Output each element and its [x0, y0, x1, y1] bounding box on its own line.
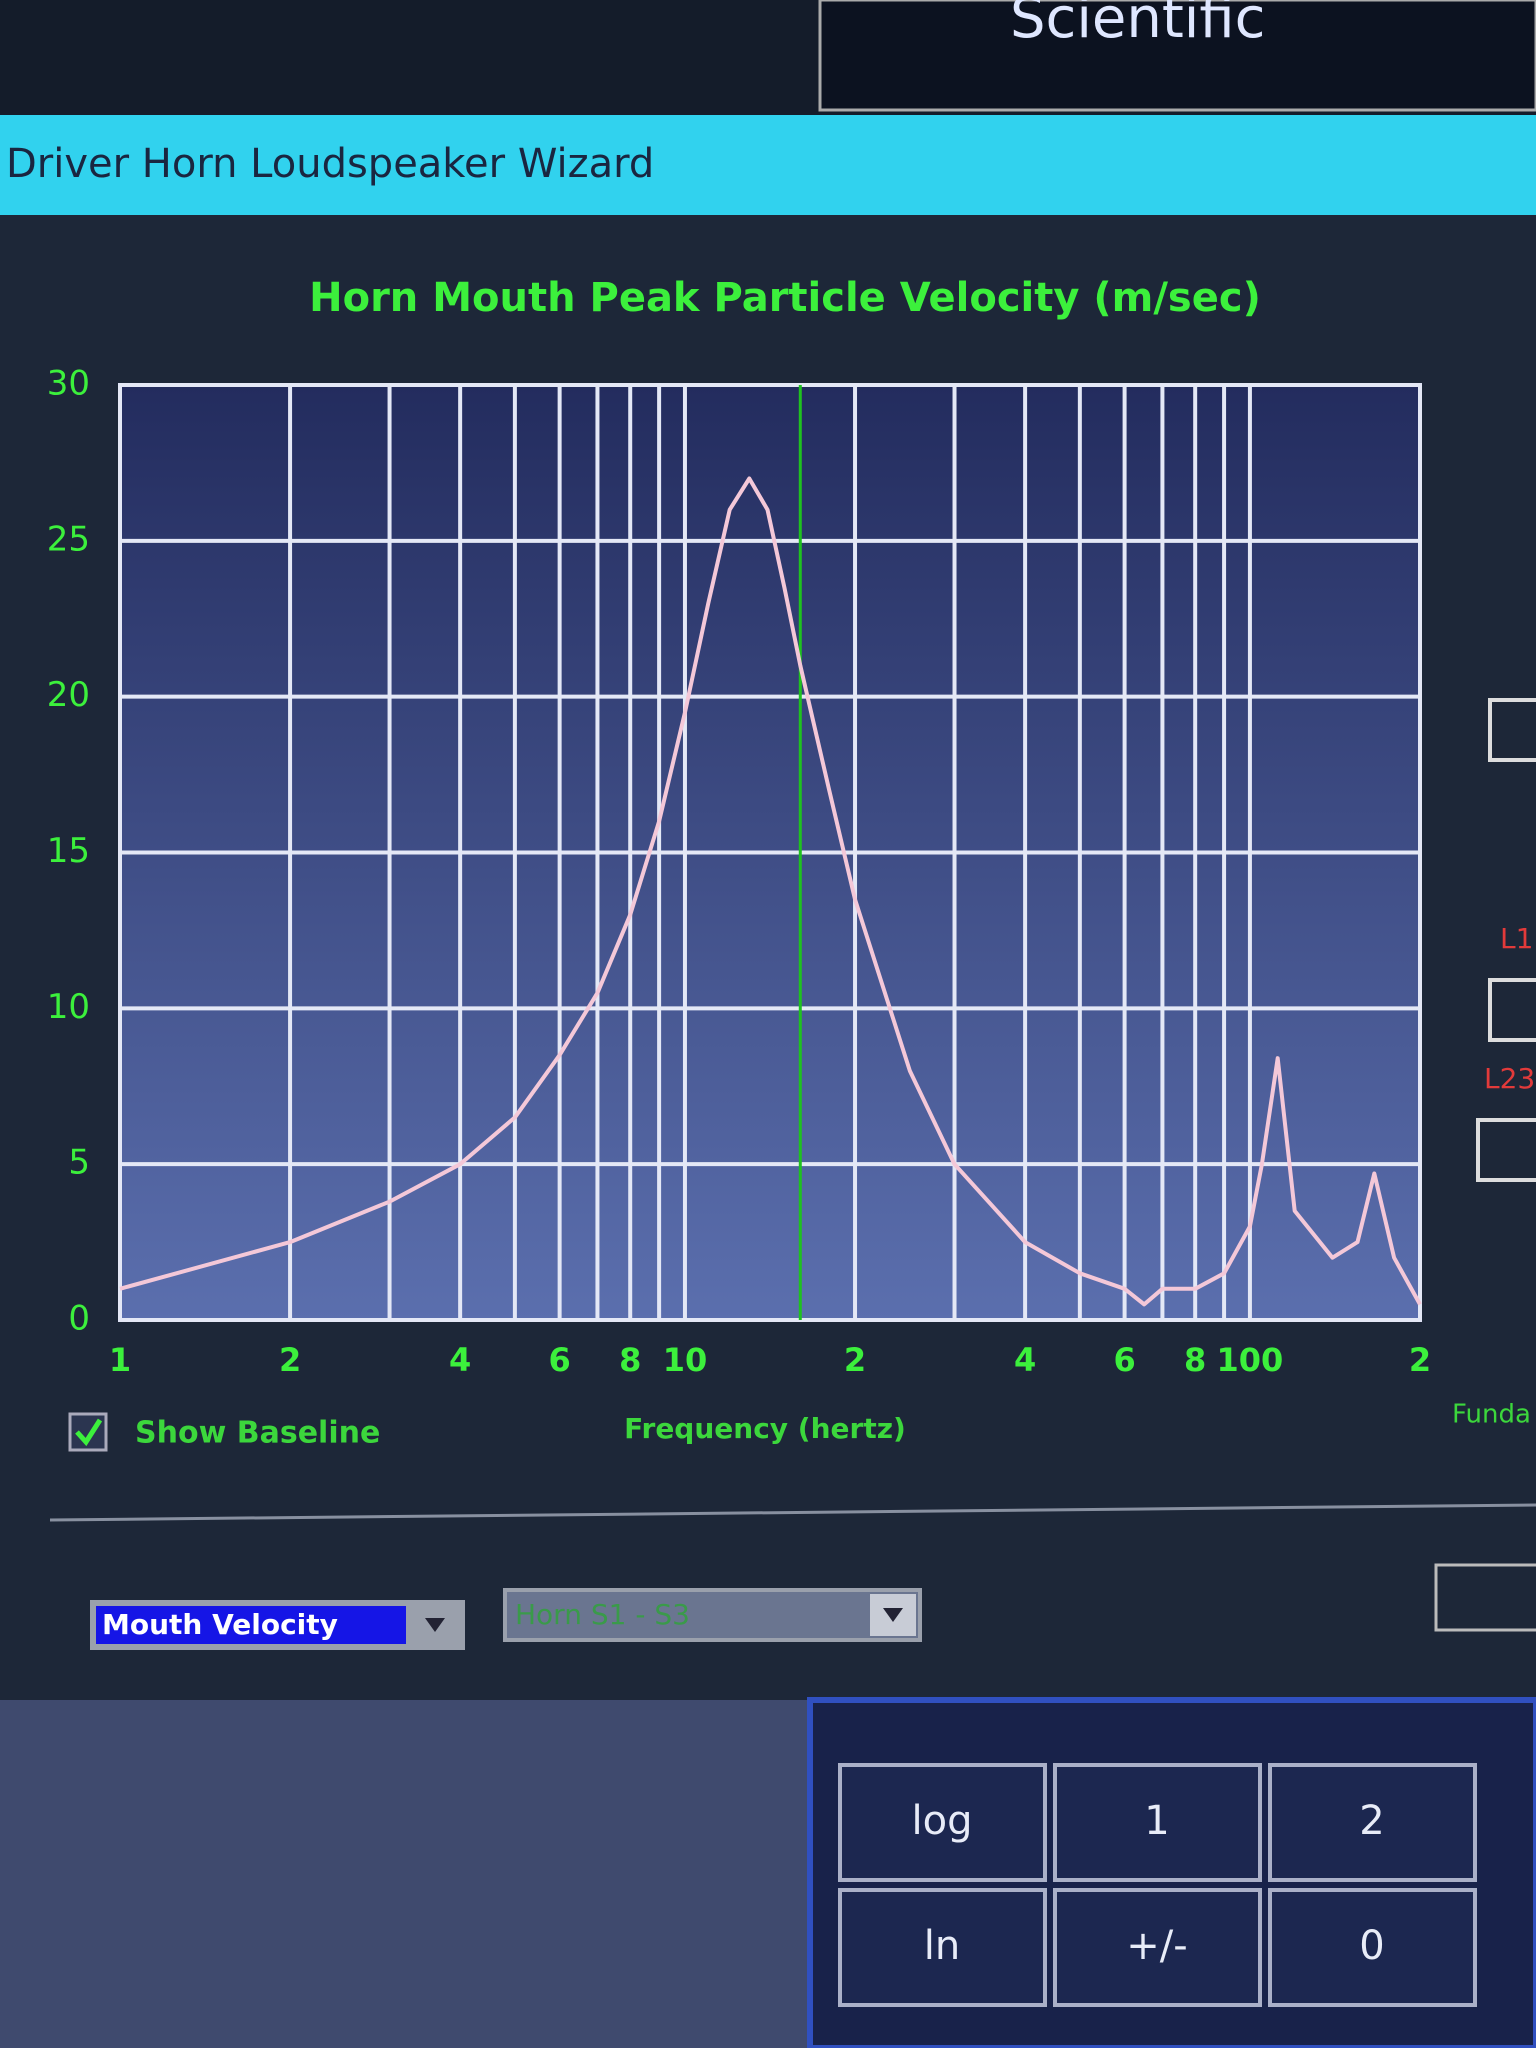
calculator-key-label[interactable]: log [912, 1798, 973, 1844]
button[interactable] [1434, 1563, 1536, 1632]
y-tick-label: 5 [68, 1143, 90, 1183]
chart-title: Horn Mouth Peak Particle Velocity (m/sec… [309, 275, 1261, 321]
calculator-key[interactable] [838, 1888, 1047, 2007]
mode-select-field [96, 1606, 406, 1644]
side-button[interactable] [1488, 978, 1536, 1042]
y-tick-label: 20 [47, 675, 90, 715]
x-tick-label: 8 [619, 1341, 641, 1379]
x-tick-label: 1 [109, 1341, 131, 1379]
side-label: L1 [1500, 922, 1533, 955]
horn-select-value: Horn S1 - S3 [515, 1598, 690, 1631]
dropdown-arrow [425, 1618, 445, 1632]
calculator-key-label[interactable]: 1 [1144, 1798, 1169, 1844]
calculator-key[interactable] [1053, 1888, 1262, 2007]
separator [49, 1503, 1536, 1522]
side-label: Funda [1452, 1400, 1531, 1430]
calculator-key[interactable] [1268, 1888, 1477, 2007]
window-title: Driver Horn Loudspeaker Wizard [6, 141, 654, 187]
y-tick-label: 30 [47, 364, 90, 404]
check-mark [75, 1418, 103, 1447]
app-header [818, 0, 1536, 112]
side-button[interactable] [1488, 698, 1536, 762]
calculator-key-label[interactable]: ln [924, 1923, 960, 1969]
dropdown-arrow [883, 1608, 903, 1622]
x-tick-label: 2 [279, 1341, 301, 1379]
plot [119, 385, 1422, 1320]
checkbox-label[interactable]: Show Baseline [135, 1416, 380, 1451]
grid: 0 5 10 15 20 25 30 1 2 4 6 8 10 2 4 6 8 100 2 [47, 364, 1431, 1380]
x-tick-label: 10 [663, 1341, 708, 1379]
calculator-key-label[interactable]: +/- [1126, 1923, 1187, 1969]
x-axis-label: Frequency (hertz) [624, 1412, 906, 1445]
horn-select[interactable] [503, 1588, 922, 1642]
calculator-key-label[interactable]: 0 [1359, 1923, 1384, 1969]
calculator-keys: log 1 2 ln +/- 0 [838, 1763, 1477, 2007]
y-tick-label: 10 [47, 987, 90, 1027]
y-tick-label: 15 [47, 831, 90, 871]
app-title: Scientific [1010, 0, 1265, 51]
x-tick-label: 6 [548, 1341, 570, 1379]
x-tick-label: 8 [1184, 1341, 1206, 1379]
x-tick-label: 100 [1217, 1341, 1284, 1379]
x-tick-label: 6 [1113, 1341, 1135, 1379]
calculator-key[interactable] [838, 1763, 1047, 1882]
title-bar [0, 115, 1536, 215]
calculator-key[interactable] [1268, 1763, 1477, 1882]
x-tick-label: 2 [844, 1341, 866, 1379]
side-button[interactable] [1476, 1118, 1536, 1182]
x-tick-label: 4 [1014, 1341, 1036, 1379]
y-tick-label: 25 [47, 519, 90, 559]
side-label: L23 [1484, 1062, 1535, 1095]
calculator-key[interactable] [1053, 1763, 1262, 1882]
calculator-key-label[interactable]: 2 [1359, 1798, 1384, 1844]
x-tick-label: 4 [449, 1341, 471, 1379]
x-tick-label: 2 [1409, 1341, 1431, 1379]
checkbox[interactable] [68, 1412, 108, 1452]
y-tick-label: 0 [68, 1299, 90, 1339]
data-line [119, 476, 1422, 1307]
mode-select-value: Mouth Velocity [102, 1608, 338, 1641]
